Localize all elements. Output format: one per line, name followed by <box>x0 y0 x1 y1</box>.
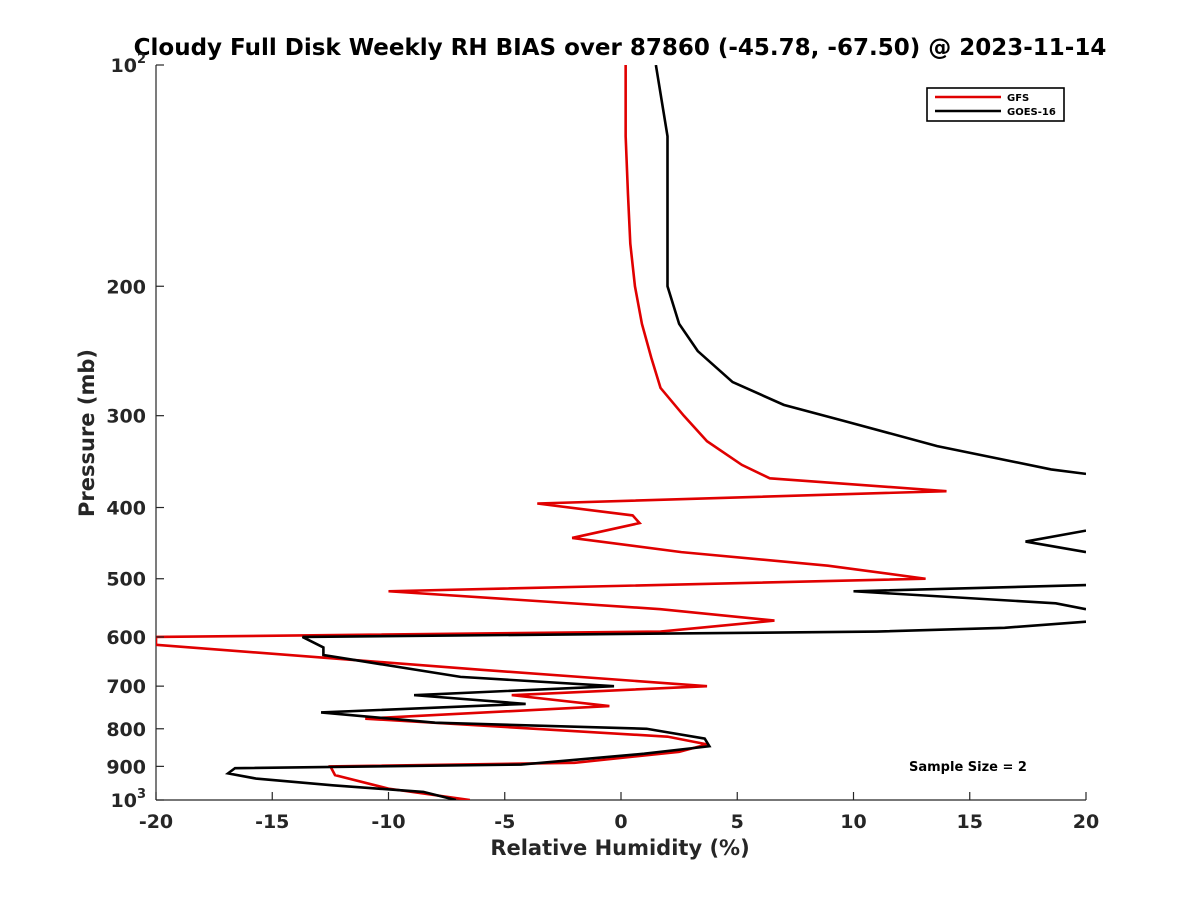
legend-label: GFS <box>1007 93 1029 104</box>
y-tick-label: 900 <box>106 756 146 778</box>
plot-area <box>155 65 1086 801</box>
x-tick-label: -5 <box>494 811 515 833</box>
y-tick-label: 102 <box>111 52 147 77</box>
y-tick-label: 700 <box>106 676 146 698</box>
x-tick-label: 5 <box>731 811 744 833</box>
y-tick-label: 500 <box>106 569 146 591</box>
x-tick-label: 20 <box>1073 811 1099 833</box>
y-axis-label: Pressure (mb) <box>75 349 99 517</box>
series-line-gfs <box>156 65 947 800</box>
y-tick-label: 800 <box>106 719 146 741</box>
x-axis-label: Relative Humidity (%) <box>490 836 749 860</box>
y-tick-label: 300 <box>106 406 146 428</box>
x-tick-label: -20 <box>139 811 173 833</box>
y-tick-label: 400 <box>106 498 146 520</box>
series-group <box>156 65 1086 800</box>
x-axis: -20 -15 -10 -5 0 5 10 15 20 <box>139 792 1099 833</box>
y-tick-label: 600 <box>106 627 146 649</box>
x-tick-label: -15 <box>255 811 289 833</box>
y-tick-label: 200 <box>106 276 146 298</box>
x-tick-label: 15 <box>957 811 983 833</box>
sample-size-annotation: Sample Size = 2 <box>909 760 1027 775</box>
y-tick-label: 103 <box>111 787 147 812</box>
x-tick-label: 0 <box>614 811 627 833</box>
legend-box <box>926 87 1065 122</box>
series-line-goes-16 <box>224 65 1086 800</box>
y-axis: 102 200 300 400 500 600 700 800 900 103 <box>106 52 164 812</box>
legend: GFS GOES-16 <box>926 87 1065 122</box>
x-tick-label: 10 <box>840 811 866 833</box>
x-tick-label: -10 <box>371 811 405 833</box>
legend-label: GOES-16 <box>1007 107 1056 118</box>
chart-title: Cloudy Full Disk Weekly RH BIAS over 878… <box>134 35 1107 61</box>
